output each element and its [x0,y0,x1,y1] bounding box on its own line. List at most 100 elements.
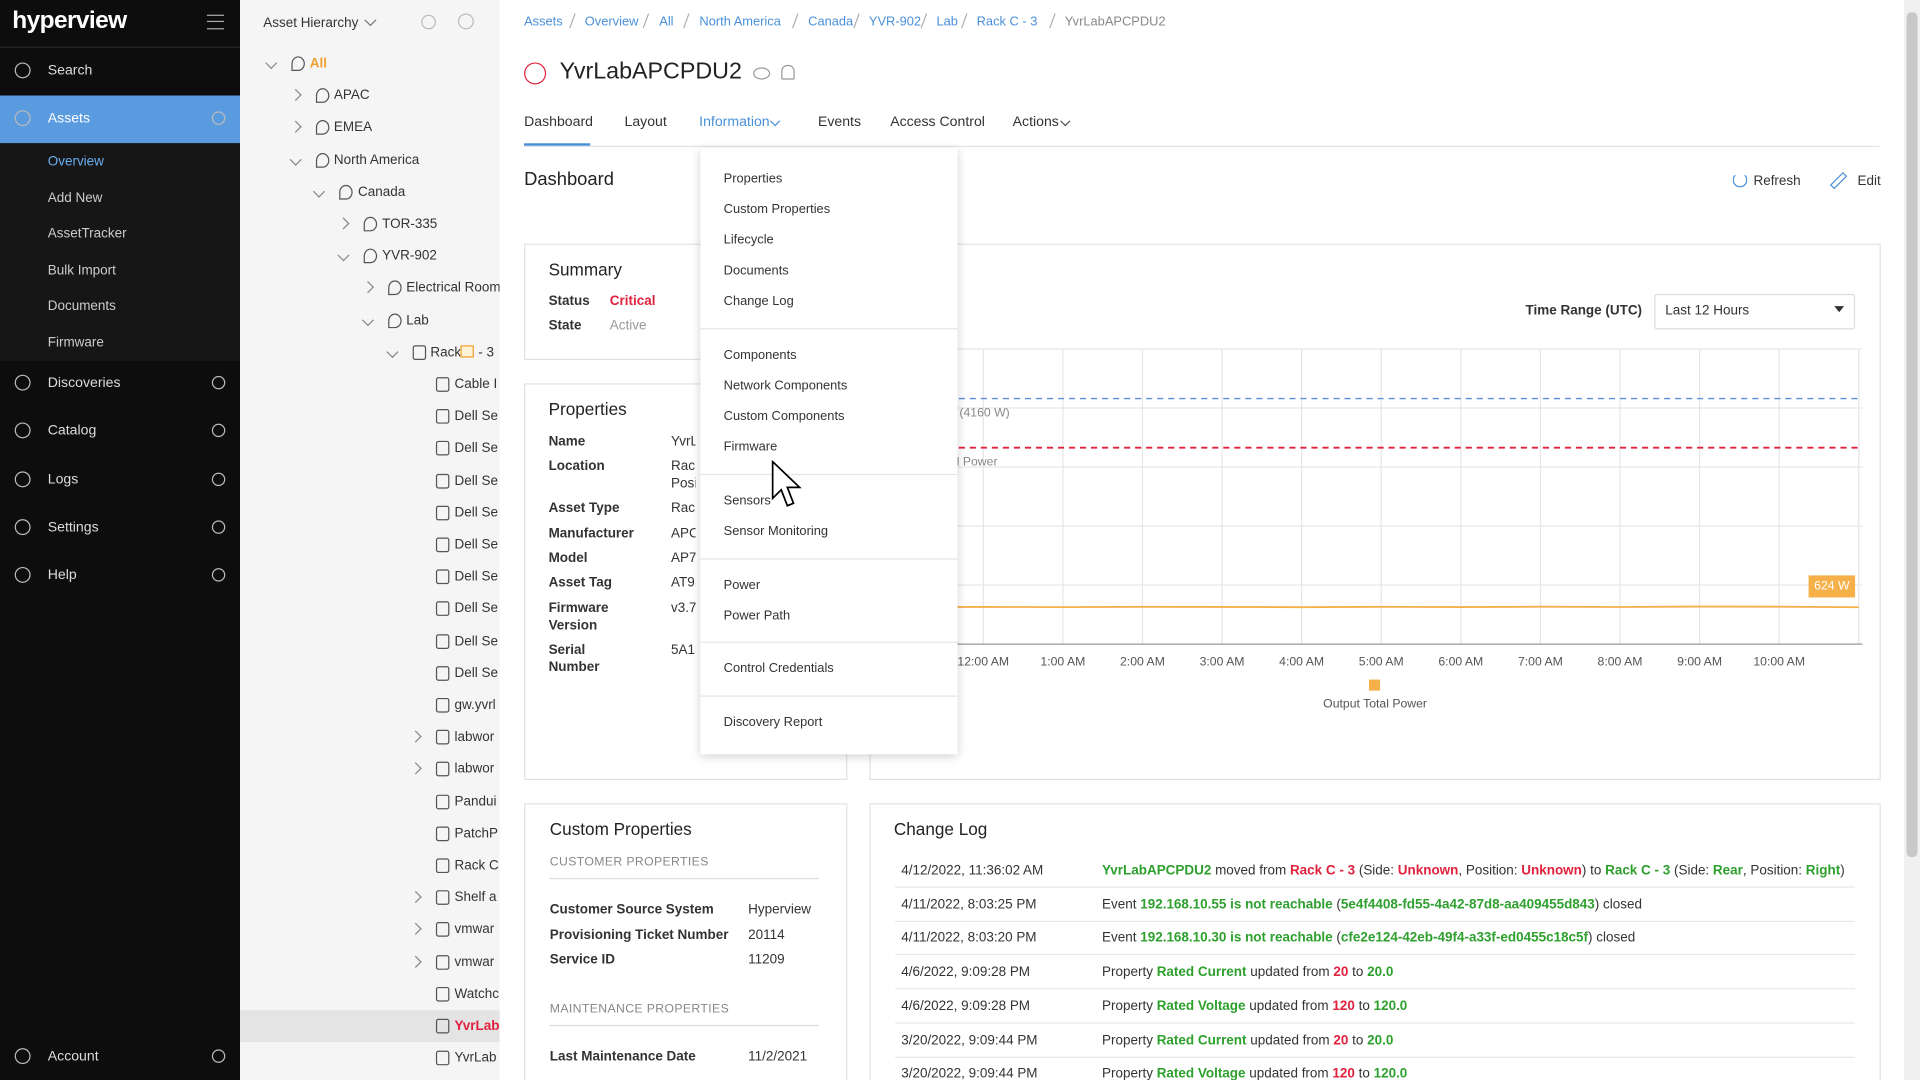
nav-item[interactable]: Account [0,1041,240,1073]
subnav-item[interactable]: Firmware [47,334,104,350]
breadcrumb[interactable]: Assets [524,14,563,30]
tree-chevron[interactable] [313,185,326,198]
tab[interactable]: Events [817,115,862,130]
tree-node[interactable]: Pandui [454,794,497,809]
tree-node[interactable]: labwor [454,762,495,777]
tree-node[interactable]: North America [333,152,420,168]
tree-chevron[interactable] [409,891,423,904]
tree-node[interactable]: Dell Se [454,473,498,489]
menu-toggle[interactable] [206,14,225,30]
nav-item[interactable]: Assets [0,103,240,135]
tree-chevron[interactable] [409,730,423,743]
tree-node[interactable]: YvrLab [454,1018,500,1034]
menu-item[interactable]: Firmware [723,439,778,455]
watch-icon[interactable] [753,67,771,80]
tree-node[interactable]: APAC [333,88,370,104]
menu-item[interactable]: Components [723,347,797,363]
expand-icon[interactable] [211,472,226,487]
tree-node[interactable]: Dell Se [454,409,498,424]
tree-node[interactable]: Electrical Room [406,280,500,296]
menu-item[interactable]: Sensors [723,493,771,509]
menu-item[interactable]: Documents [723,263,789,278]
tree-chevron[interactable] [409,923,423,936]
subnav-item[interactable]: Bulk Import [47,262,116,278]
expand-icon[interactable] [211,568,226,582]
tree-node[interactable]: Rack C [454,858,499,874]
tree-chevron[interactable] [409,762,423,775]
tree-node[interactable]: vmwar [454,954,495,970]
menu-item[interactable]: Network Components [723,378,848,394]
edit-icon[interactable] [1829,171,1848,190]
tree-node[interactable]: Shelf a [454,890,497,906]
tree-chevron[interactable] [337,217,350,230]
breadcrumb[interactable]: North America [699,14,781,30]
tree-node[interactable]: Dell Se [454,665,498,681]
tree-node[interactable]: PatchP [454,826,498,841]
tab[interactable]: Actions [1012,115,1059,130]
expand-icon[interactable] [211,520,226,534]
tree-node[interactable]: Watchc [454,986,499,1002]
nav-item[interactable]: Catalog [0,415,240,447]
subnav-item[interactable]: Documents [47,298,116,314]
nav-item[interactable]: Discoveries [0,367,240,399]
tree-chevron[interactable] [409,955,423,968]
tree-node[interactable]: gw.yvrl [454,697,496,713]
subnav-item[interactable]: AssetTracker [47,226,127,242]
sync-icon[interactable] [421,14,436,30]
tree-node[interactable]: Dell Se [454,537,498,553]
time-range-select[interactable]: Last 12 Hours [1654,293,1856,330]
back-icon[interactable] [457,13,474,30]
tab[interactable]: Access Control [890,115,985,130]
nav-item[interactable]: Search [0,55,240,87]
tree-chevron[interactable] [361,313,374,326]
tree-node[interactable]: vmwar [454,922,495,938]
tab[interactable]: Layout [624,115,667,130]
tree-title[interactable]: Asset Hierarchy [263,15,359,31]
refresh-icon[interactable] [1732,172,1748,188]
tree-chevron[interactable] [289,121,302,134]
tab[interactable]: Information [699,115,770,130]
tree-node[interactable]: Canada [358,184,406,200]
refresh-button[interactable]: Refresh [1753,173,1801,189]
tree-chevron[interactable] [337,249,350,262]
subnav-item[interactable]: Overview [47,154,104,169]
nav-item[interactable]: Logs [0,464,240,496]
tree-node[interactable]: labwor [454,730,495,745]
tree-node[interactable]: EMEA [333,120,373,136]
menu-item[interactable]: Custom Components [723,408,845,424]
tree-node[interactable]: All [309,56,328,72]
tree-node[interactable]: YVR-902 [382,248,437,264]
menu-item[interactable]: Lifecycle [723,232,774,248]
menu-item[interactable]: Sensor Monitoring [723,524,829,539]
breadcrumb[interactable]: Canada [808,14,854,30]
tree-node[interactable]: Cable I [454,377,498,392]
tree-node[interactable]: Lab [406,312,429,328]
tree-node[interactable]: Dell Se [454,633,498,649]
tree-node[interactable]: YvrLab [454,1050,497,1066]
breadcrumb[interactable]: All [659,14,674,30]
menu-item[interactable]: Discovery Report [723,715,823,730]
tree-node[interactable]: Dell Se [454,505,498,521]
menu-item[interactable]: Custom Properties [723,202,831,217]
tree-node[interactable]: TOR-335 [382,216,438,232]
breadcrumb[interactable]: Lab [936,14,958,30]
menu-item[interactable]: Change Log [723,293,794,309]
menu-item[interactable]: Control Credentials [723,661,834,676]
tree-node[interactable]: Dell Se [454,601,498,617]
breadcrumb[interactable]: Overview [584,14,639,30]
menu-item[interactable]: Power [723,577,761,593]
expand-icon[interactable] [211,423,226,438]
nav-item[interactable]: Help [0,560,240,592]
breadcrumb[interactable]: YVR-902 [868,14,922,30]
tree-chevron[interactable] [361,281,374,294]
breadcrumb[interactable]: Rack C - 3 [976,14,1038,30]
tree-node[interactable]: Dell Se [454,441,498,456]
tree-chevron[interactable] [289,153,302,166]
scrollbar-thumb[interactable] [1906,12,1918,858]
tree-chevron[interactable] [289,89,302,102]
tree-node[interactable]: Dell Se [454,569,498,585]
alert-icon[interactable] [781,64,795,80]
tree-chevron[interactable] [385,345,398,358]
menu-item[interactable]: Properties [723,171,783,187]
tab[interactable]: Dashboard [524,115,593,130]
